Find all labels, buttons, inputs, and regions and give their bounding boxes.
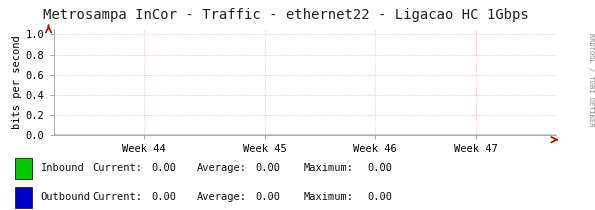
- Text: 0.00: 0.00: [256, 163, 281, 173]
- Text: Maximum:: Maximum:: [303, 163, 353, 173]
- Text: Inbound: Inbound: [40, 163, 84, 173]
- Text: 0.00: 0.00: [256, 192, 281, 202]
- Text: 0.00: 0.00: [368, 192, 393, 202]
- Text: 0.00: 0.00: [152, 163, 177, 173]
- Text: 0.00: 0.00: [368, 163, 393, 173]
- Text: Maximum:: Maximum:: [303, 192, 353, 202]
- Text: Outbound: Outbound: [40, 192, 90, 202]
- Text: Average:: Average:: [196, 192, 246, 202]
- Text: Current:: Current:: [92, 192, 142, 202]
- Text: 0.00: 0.00: [152, 192, 177, 202]
- Y-axis label: bits per second: bits per second: [12, 35, 21, 129]
- Text: Current:: Current:: [92, 163, 142, 173]
- Text: RRDTOOL / TOBI OETIKER: RRDTOOL / TOBI OETIKER: [588, 33, 594, 127]
- Text: Metrosampa InCor - Traffic - ethernet22 - Ligacao HC 1Gbps: Metrosampa InCor - Traffic - ethernet22 …: [43, 8, 528, 22]
- Text: Average:: Average:: [196, 163, 246, 173]
